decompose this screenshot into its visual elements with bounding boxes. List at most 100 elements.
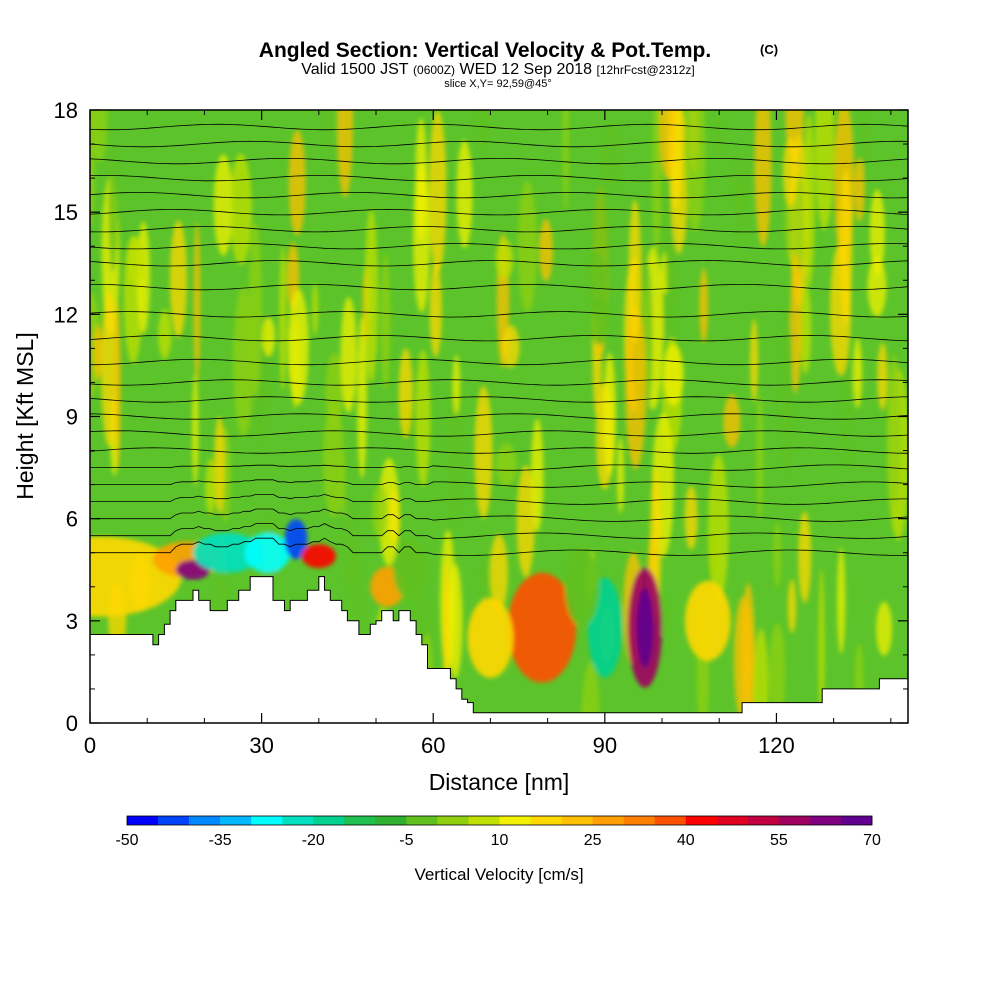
velocity-cell [415, 349, 431, 487]
velocity-cell [489, 534, 508, 612]
velocity-cell [91, 110, 108, 162]
velocity-cell [452, 354, 461, 415]
velocity-cell [818, 568, 825, 723]
isentrope-line [90, 508, 908, 522]
velocity-cell [628, 199, 642, 344]
velocity-cell [877, 342, 888, 411]
colorbar-swatch [220, 816, 252, 825]
colorbar-tick-label: -20 [302, 832, 325, 849]
velocity-cell [301, 544, 336, 569]
velocity-cell [803, 114, 815, 287]
colorbar-swatch [344, 816, 376, 825]
x-tick-label: 90 [593, 733, 617, 758]
colorbar-tick-label: 70 [863, 832, 881, 849]
velocity-cell [413, 162, 430, 313]
velocity-cell [652, 110, 662, 257]
plot-area [90, 110, 908, 723]
isentrope-line [90, 284, 908, 291]
velocity-cell [447, 385, 463, 531]
velocity-cell [830, 242, 852, 376]
velocity-cell [380, 253, 391, 390]
x-tick-label: 60 [421, 733, 445, 758]
velocity-cell [108, 143, 119, 273]
velocity-cell [769, 623, 786, 719]
velocity-cell [714, 117, 723, 160]
y-tick-label: 12 [54, 302, 78, 327]
velocity-cell [480, 559, 487, 609]
velocity-cell [854, 157, 865, 222]
axes: 0 30 60 90 120 0 3 6 9 12 15 18 [54, 98, 908, 758]
velocity-cell [852, 338, 863, 408]
velocity-cell [233, 286, 254, 438]
velocity-cell [90, 536, 182, 617]
isentrope-line [90, 523, 908, 539]
colorbar-swatch [809, 816, 842, 825]
colorbar-swatch [468, 816, 500, 825]
chart-title-suffix: (C) [760, 42, 778, 57]
velocity-cell [507, 572, 577, 683]
colorbar-tick-label: -35 [209, 832, 232, 849]
colorbar: -50 -35 -20 -5 10 25 40 55 70 [115, 815, 881, 849]
isentrope-line [90, 140, 908, 148]
x-axis-label: Distance [nm] [429, 769, 570, 795]
colorbar-tick-label: 25 [584, 832, 602, 849]
valid-date: WED 12 Sep 2018 [460, 61, 593, 78]
velocity-cell [564, 546, 600, 627]
isentrope-line [90, 493, 908, 505]
velocity-cell [530, 418, 544, 532]
colorbar-tick-label: 10 [491, 832, 509, 849]
colorbar-swatch [778, 816, 811, 825]
velocity-cell [753, 628, 769, 723]
x-tick-label: 0 [84, 733, 96, 758]
colorbar-swatch [251, 816, 283, 825]
velocity-cell [636, 587, 654, 668]
colorbar-title: Vertical Velocity [cm/s] [414, 865, 583, 884]
velocity-cell [126, 236, 144, 285]
velocity-cell [474, 385, 493, 519]
velocity-cell [325, 352, 344, 430]
velocity-cell [214, 416, 225, 514]
velocity-cell [101, 291, 118, 447]
velocity-cell [837, 547, 846, 654]
isentrope-line [90, 396, 908, 403]
velocity-cell [371, 484, 388, 539]
velocity-cell [723, 394, 741, 448]
velocity-cell [322, 403, 344, 518]
colorbar-tick-label: -5 [399, 832, 413, 849]
y-axis-label: Height [Kft MSL] [12, 332, 38, 499]
velocity-cell [262, 317, 276, 357]
velocity-cell [312, 282, 319, 336]
forecast-info: [12hrFcst@2312z] [597, 63, 695, 77]
velocity-cell [158, 309, 172, 360]
isentrope-line [90, 243, 908, 250]
velocity-cell [339, 450, 346, 518]
isentrope-line [90, 334, 908, 342]
velocity-cell [539, 219, 553, 282]
slice-info: slice X,Y= 92,59@45° [444, 78, 552, 90]
velocity-cell [867, 256, 887, 317]
velocity-cell [378, 458, 400, 567]
isentrope-line [90, 123, 908, 131]
valid-utc: (0600Z) [413, 63, 455, 77]
y-tick-label: 18 [54, 98, 78, 123]
colorbar-swatch [158, 816, 190, 825]
colorbar-swatch [747, 816, 780, 825]
velocity-cell [229, 153, 252, 266]
y-tick-label: 15 [54, 200, 78, 225]
velocity-cell [193, 221, 201, 382]
velocity-cell [684, 110, 706, 232]
velocity-cell [581, 662, 600, 723]
velocity-cell [467, 597, 514, 678]
isentrope-line [90, 430, 908, 437]
velocity-cell [600, 126, 622, 189]
velocity-cell [213, 154, 233, 256]
velocity-cell [343, 497, 356, 594]
isentrope-line [90, 537, 908, 556]
velocity-cell [516, 465, 535, 578]
velocity-cell [684, 485, 698, 550]
velocity-cell [169, 220, 187, 338]
colorbar-swatch [313, 816, 345, 825]
isentrope-line [90, 311, 908, 318]
velocity-cell [869, 189, 885, 275]
velocity-cell [790, 252, 802, 393]
